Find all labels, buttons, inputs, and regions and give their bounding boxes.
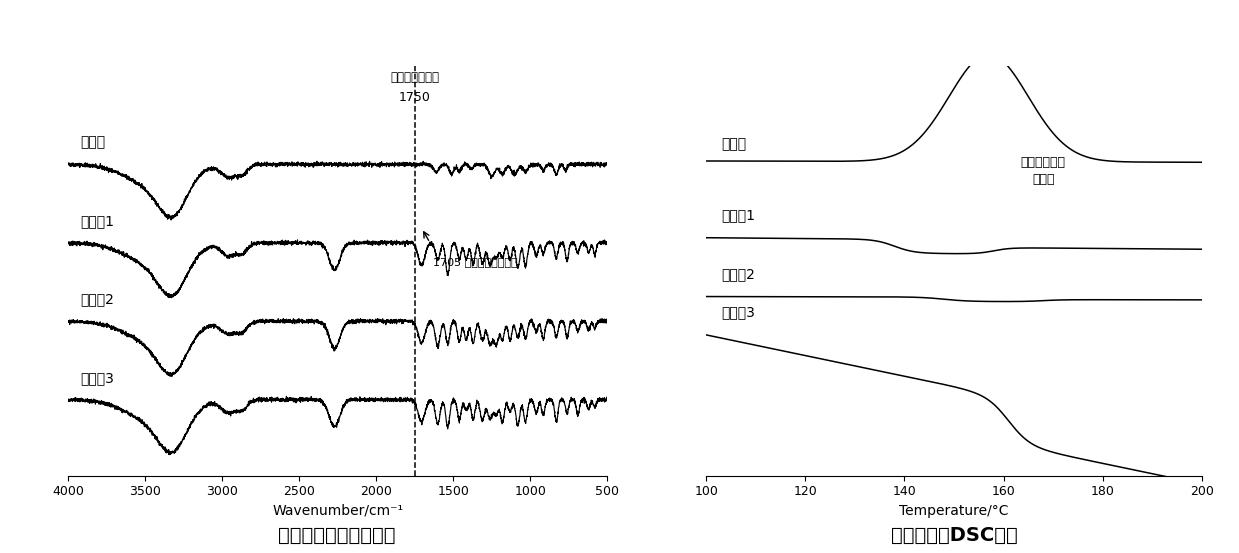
Text: 1750: 1750 [399, 91, 431, 104]
Text: 实施例1: 实施例1 [81, 214, 114, 228]
X-axis label: Temperature/°C: Temperature/°C [900, 504, 1009, 518]
Text: 异氰酸酩反应
放热峰: 异氰酸酩反应 放热峰 [1021, 156, 1066, 186]
Text: 实施例3: 实施例3 [81, 371, 114, 385]
Text: 1705 异氰酸酸酩特征峰: 1705 异氰酸酸酩特征峰 [434, 258, 518, 268]
Text: 嚏啗烷酱特征峰: 嚏啗烷酱特征峰 [390, 71, 439, 84]
Text: 不同树脂的DSC谱图: 不同树脂的DSC谱图 [891, 526, 1017, 545]
Text: 实施例1: 实施例1 [721, 208, 755, 222]
Text: 实施例2: 实施例2 [81, 293, 114, 306]
Text: 对比例: 对比例 [721, 137, 746, 151]
Text: 实施例2: 实施例2 [721, 267, 755, 281]
Text: 实施例3: 实施例3 [721, 306, 755, 320]
Text: 对比例: 对比例 [81, 135, 105, 150]
X-axis label: Wavenumber/cm⁻¹: Wavenumber/cm⁻¹ [273, 504, 403, 518]
Text: 不同树脂的红外光谱图: 不同树脂的红外光谱图 [279, 526, 395, 545]
